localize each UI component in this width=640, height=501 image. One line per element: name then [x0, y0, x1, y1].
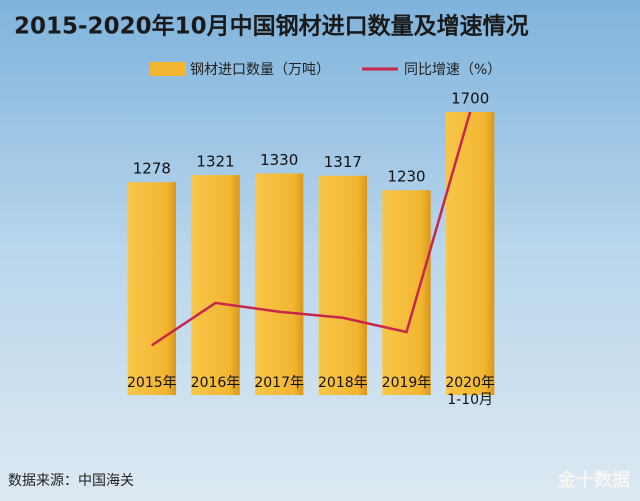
bar — [254, 173, 304, 395]
x-tick-label: 2016年 — [191, 375, 241, 391]
chart-title: 2015-2020年10月中国钢材进口数量及增速情况 — [14, 13, 529, 40]
legend-label: 钢材进口数量（万吨） — [190, 62, 330, 78]
bar — [382, 190, 431, 395]
legend-label: 同比增速（%） — [404, 62, 501, 78]
x-tick-label: 2017年 — [254, 375, 304, 391]
data-label: 1321 — [196, 153, 234, 171]
data-label: 1278 — [133, 160, 171, 178]
data-label: 1700 — [451, 89, 489, 107]
data-label: 1317 — [324, 153, 362, 171]
data-label: 1330 — [260, 151, 298, 169]
x-tick-label: 2015年 — [127, 375, 177, 391]
line — [151, 111, 472, 347]
source: 数据来源：中国海关 — [8, 473, 134, 489]
bar — [127, 182, 177, 395]
x-tick-label: 2020年 1-10月 — [445, 375, 495, 408]
data-label: 1230 — [387, 168, 425, 186]
bar — [318, 175, 368, 395]
legend-swatch-bar — [150, 62, 186, 76]
x-tick-label: 2018年 — [318, 375, 368, 391]
x-tick-label: 2019年 — [382, 375, 432, 391]
bar — [191, 175, 240, 395]
watermark: 金十数据 — [557, 469, 630, 491]
bar — [445, 111, 495, 395]
